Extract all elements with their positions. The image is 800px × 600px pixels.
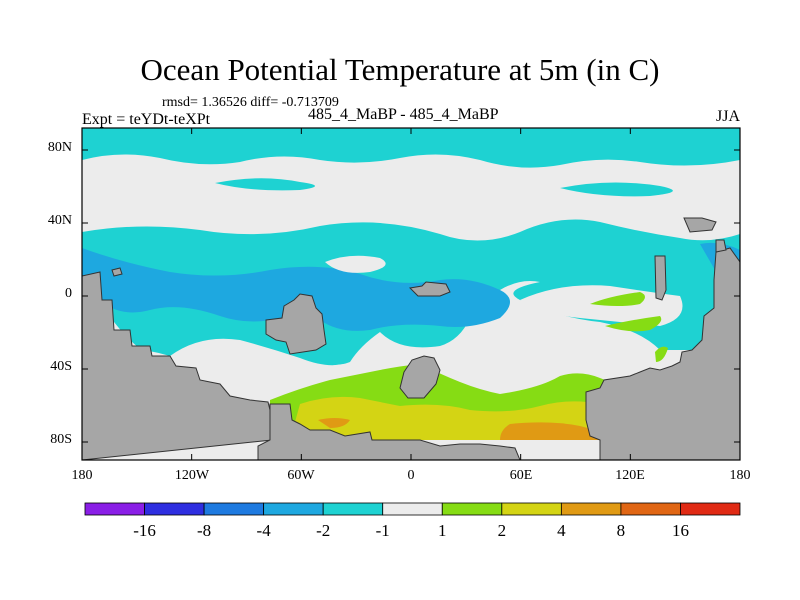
colorbar-tick-label: 2: [497, 521, 507, 540]
y-label-0: 0: [65, 286, 72, 301]
x-label-120e: 120E: [615, 468, 645, 483]
plot-title: Ocean Potential Temperature at 5m (in C): [140, 52, 660, 87]
land-eastern-continent: [585, 247, 740, 460]
colorbar-swatch: [203, 502, 265, 516]
colorbar-swatch: [620, 502, 681, 516]
colorbar-swatch: [144, 502, 205, 516]
x-label-180w: 180: [71, 468, 93, 483]
y-label-40s: 40S: [50, 359, 72, 374]
stats-line: rmsd= 1.36526 diff= -0.713709: [162, 95, 339, 110]
southern-warm-orange-patch: [500, 422, 601, 440]
indian-warm-streak-1: [590, 292, 645, 306]
colorbar-tick-label: 1: [438, 521, 447, 540]
colorbar-swatch: [501, 502, 562, 516]
axis-ticks: [81, 128, 741, 460]
land-small-island: [408, 281, 451, 297]
land-northeast: [683, 217, 717, 233]
colorbar-swatch: [382, 502, 443, 516]
colorbar-swatch: [441, 502, 503, 516]
colorbar-swatch: [322, 502, 384, 516]
x-label-60e: 60E: [509, 468, 533, 483]
arctic-cool-patch: [215, 178, 315, 191]
land-western-continent: [82, 271, 273, 460]
land-island-sw: [399, 355, 441, 399]
land-antarctic-west: [257, 403, 521, 460]
land-northeast-2: [715, 239, 727, 253]
colorbar-tick-label: -4: [256, 521, 271, 540]
x-label-60w: 60W: [287, 468, 315, 483]
indian-warm-streak-3: [655, 346, 668, 362]
x-label-180e: 180: [729, 468, 751, 483]
season-label: JJA: [716, 108, 741, 125]
y-label-80s: 80S: [50, 432, 72, 447]
colorbar: [84, 502, 741, 516]
colorbar-tick-label: 16: [671, 521, 689, 540]
colorbar-swatch: [680, 502, 741, 516]
map-fill: [82, 128, 740, 460]
equatorial-blue-core: [82, 248, 510, 331]
y-label-80n: 80N: [47, 140, 72, 155]
indian-warm-streak-2: [605, 316, 662, 332]
southern-warm-orange-patch-2: [318, 418, 350, 428]
arctic-cool-patch-2: [560, 182, 673, 197]
colorbar-swatch: [84, 502, 145, 516]
expt-label: Expt = teYDt-teXPt: [82, 111, 211, 128]
x-label-120w: 120W: [174, 468, 210, 483]
colorbar-tick-label: 8: [616, 521, 626, 540]
y-label-40n: 40N: [47, 213, 72, 228]
colorbar-swatch: [263, 502, 324, 516]
colorbar-tick-label: -8: [196, 521, 212, 540]
colorbar-tick-label: -2: [316, 521, 331, 540]
land-west-islet: [111, 267, 123, 277]
arctic-cool-band: [82, 128, 740, 168]
cases-label: 485_4_MaBP - 485_4_MaBP: [308, 106, 499, 123]
land-central-continent: [265, 293, 327, 355]
colorbar-tick-label: -1: [375, 521, 390, 540]
land-east-islands: [654, 255, 667, 301]
colorbar-tick-label: -16: [133, 521, 156, 540]
tropical-neutral-lens: [325, 255, 386, 273]
x-label-0: 0: [407, 468, 415, 483]
colorbar-tick-label: 4: [557, 521, 566, 540]
colorbar-swatch: [560, 502, 622, 516]
